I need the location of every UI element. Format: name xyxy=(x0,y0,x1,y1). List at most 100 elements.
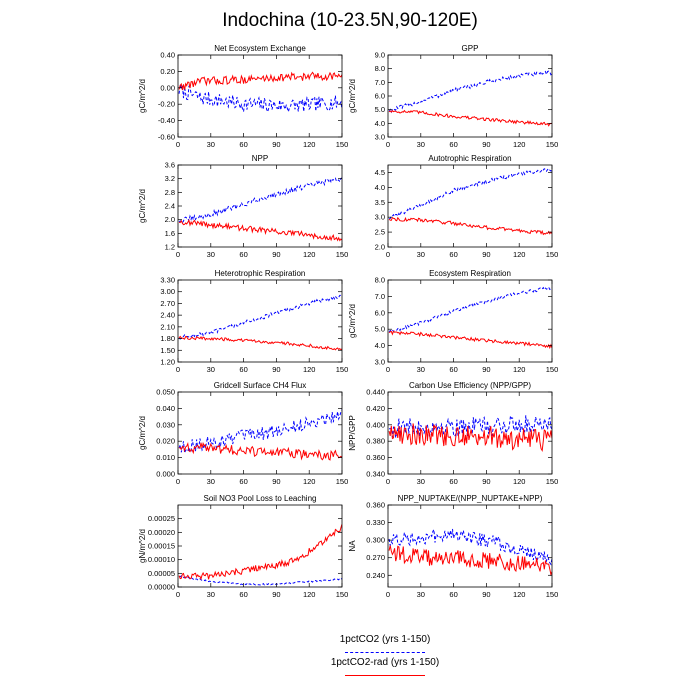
panel-ylabel: gC/m^2/d xyxy=(138,79,147,113)
x-tick-label: 0 xyxy=(386,590,390,599)
chart-panel-soil-no3-pool-loss-to-leaching: Soil NO3 Pool Loss to Leaching gN/m^2/d 0 3… xyxy=(138,494,348,599)
panel-ylabel: gC/m^2/d xyxy=(348,79,357,113)
x-tick-label: 0 xyxy=(176,477,180,486)
x-tick-label: 60 xyxy=(239,250,247,259)
chart-panel-npp: NPP gC/m^2/d 0 30 60 90 120 150 1.2 1.6 2.0 2.4 2.8 3… xyxy=(138,154,348,259)
y-tick-label: 1.6 xyxy=(165,229,175,238)
x-tick-label: 120 xyxy=(513,140,526,149)
x-tick-label: 0 xyxy=(386,365,390,374)
x-tick-label: 30 xyxy=(417,477,425,486)
series-line-1pctco2-rad-yrs-1-150 xyxy=(388,423,552,452)
panel-frame xyxy=(387,279,553,363)
y-tick-label: 0.20 xyxy=(160,67,175,76)
y-tick-label: 0.00010 xyxy=(148,555,175,564)
series-line-1pctco2-yrs-1-150 xyxy=(178,84,342,114)
y-tick-label: 3.5 xyxy=(375,198,385,207)
y-tick-label: 0.000 xyxy=(156,470,175,479)
x-tick-label: 150 xyxy=(336,250,349,259)
y-tick-label: 6.0 xyxy=(375,92,385,101)
panel-frame xyxy=(177,164,343,248)
x-tick-label: 0 xyxy=(386,140,390,149)
y-tick-label: 0.00000 xyxy=(148,583,175,592)
x-tick-label: 90 xyxy=(482,590,490,599)
y-tick-label: 0.00025 xyxy=(148,514,175,523)
y-tick-label: 0.380 xyxy=(366,437,385,446)
x-tick-label: 30 xyxy=(417,365,425,374)
legend-label-1pctco2-rad: 1pctCO2-rad (yrs 1-150) xyxy=(330,657,440,668)
y-tick-label: 3.6 xyxy=(165,161,175,170)
series-line-1pctco2-yrs-1-150 xyxy=(388,167,552,220)
y-tick-label: 3.30 xyxy=(160,276,175,285)
x-tick-label: 120 xyxy=(303,365,316,374)
y-tick-label: 0.010 xyxy=(156,453,175,462)
chart-panel-gpp: GPP gC/m^2/d 0 30 60 90 120 150 3.0 4.0 5.0 6.0 7.0 8… xyxy=(348,44,558,149)
y-tick-label: 2.40 xyxy=(160,311,175,320)
x-tick-label: 150 xyxy=(546,140,559,149)
y-tick-label: 4.5 xyxy=(375,168,385,177)
y-tick-label: 2.5 xyxy=(375,228,385,237)
y-tick-label: -0.40 xyxy=(158,116,175,125)
x-tick-label: 0 xyxy=(176,365,180,374)
chart-panel-net-ecosystem-exchange: Net Ecosystem Exchange gC/m^2/d 0 30 60 90 120… xyxy=(138,44,348,149)
y-tick-label: 5.0 xyxy=(375,325,385,334)
panel-title: NPP xyxy=(252,154,268,163)
y-tick-label: 2.0 xyxy=(165,215,175,224)
panel-title: Net Ecosystem Exchange xyxy=(214,44,306,53)
x-tick-label: 120 xyxy=(513,365,526,374)
y-tick-label: 0.040 xyxy=(156,404,175,413)
x-tick-label: 60 xyxy=(239,477,247,486)
panel-title: Heterotrophic Respiration xyxy=(215,269,306,278)
chart-panel-carbon-use-efficiency-npp-gpp: Carbon Use Efficiency (NPP/GPP) NPP/GPP 0 3… xyxy=(348,381,558,486)
x-tick-label: 30 xyxy=(207,365,215,374)
x-tick-label: 30 xyxy=(207,250,215,259)
y-tick-label: -0.60 xyxy=(158,133,175,142)
y-tick-label: 0.240 xyxy=(366,571,385,580)
x-tick-label: 150 xyxy=(546,590,559,599)
series-line-1pctco2-yrs-1-150 xyxy=(178,294,342,340)
series-line-1pctco2-yrs-1-150 xyxy=(388,70,552,114)
y-tick-label: 0.360 xyxy=(366,453,385,462)
y-tick-label: 0.420 xyxy=(366,404,385,413)
series-line-1pctco2-rad-yrs-1-150 xyxy=(178,524,342,581)
y-tick-label: 7.0 xyxy=(375,78,385,87)
x-tick-label: 150 xyxy=(546,250,559,259)
x-tick-label: 120 xyxy=(303,140,316,149)
y-tick-label: 0.40 xyxy=(160,51,175,60)
panel-ylabel: gC/m^2/d xyxy=(348,304,357,338)
x-tick-label: 150 xyxy=(336,477,349,486)
legend-label-1pctco2: 1pctCO2 (yrs 1-150) xyxy=(339,634,431,645)
y-tick-label: 0.00015 xyxy=(148,542,175,551)
y-tick-label: 5.0 xyxy=(375,105,385,114)
y-tick-label: 4.0 xyxy=(375,183,385,192)
panel-frame xyxy=(387,54,553,138)
x-tick-label: 150 xyxy=(336,140,349,149)
panel-title: GPP xyxy=(462,44,479,53)
series-line-1pctco2-rad-yrs-1-150 xyxy=(388,545,552,577)
y-tick-label: 0.00020 xyxy=(148,528,175,537)
y-tick-label: 0.020 xyxy=(156,437,175,446)
y-tick-label: 7.0 xyxy=(375,292,385,301)
x-tick-label: 0 xyxy=(386,250,390,259)
chart-panel-autotrophic-respiration: Autotrophic Respiration 0 30 60 90 120 150 2.0 2… xyxy=(375,154,559,259)
x-tick-label: 0 xyxy=(176,140,180,149)
x-tick-label: 120 xyxy=(513,590,526,599)
x-tick-label: 90 xyxy=(482,365,490,374)
x-tick-label: 60 xyxy=(239,140,247,149)
x-tick-label: 60 xyxy=(449,250,457,259)
y-tick-label: 1.2 xyxy=(165,243,175,252)
y-tick-label: 0.340 xyxy=(366,470,385,479)
chart-panel-npp-nuptake-npp-nuptake-npp: NPP_NUPTAKE/(NPP_NUPTAKE+NPP) NA 0 30 60 90 12… xyxy=(348,494,558,599)
x-tick-label: 150 xyxy=(546,365,559,374)
panel-frame xyxy=(177,54,343,138)
panel-title: Carbon Use Efficiency (NPP/GPP) xyxy=(409,381,531,390)
y-tick-label: 0.400 xyxy=(366,420,385,429)
y-tick-label: -0.20 xyxy=(158,100,175,109)
y-tick-label: 0.00 xyxy=(160,83,175,92)
y-tick-label: 1.20 xyxy=(160,358,175,367)
x-tick-label: 150 xyxy=(546,477,559,486)
x-tick-label: 90 xyxy=(272,140,280,149)
series-line-1pctco2-rad-yrs-1-150 xyxy=(388,109,552,127)
series-line-1pctco2-yrs-1-150 xyxy=(178,575,342,586)
series-line-1pctco2-yrs-1-150 xyxy=(388,527,552,566)
y-tick-label: 3.0 xyxy=(375,213,385,222)
